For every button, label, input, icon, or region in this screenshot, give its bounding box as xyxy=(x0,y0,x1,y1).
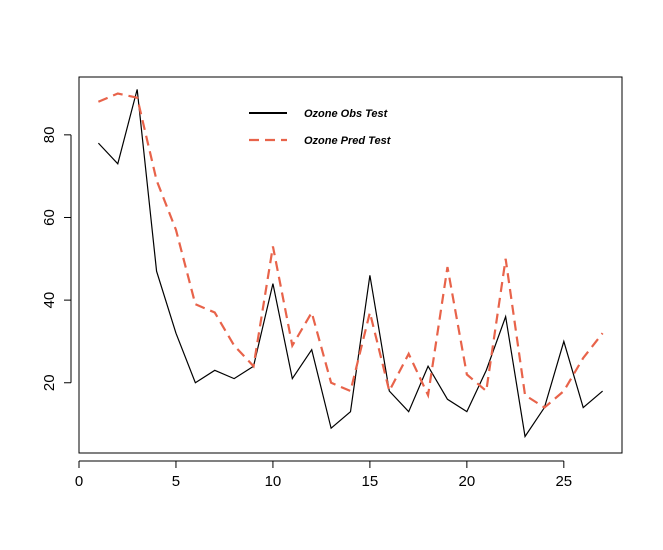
series-layer xyxy=(97,89,604,439)
x-tick-label: 5 xyxy=(172,473,180,490)
x-tick-label: 10 xyxy=(265,473,282,490)
axes: 0 5 10 15 20 25 20 40 60 80 xyxy=(41,127,572,490)
legend-label: Ozone Pred Test xyxy=(304,135,392,147)
legend: Ozone Obs Test Ozone Pred Test xyxy=(249,108,392,147)
series-line-obs xyxy=(97,89,603,439)
y-tick-label: 80 xyxy=(41,127,58,144)
legend-label: Ozone Obs Test xyxy=(304,108,389,120)
x-tick-label: 0 xyxy=(75,473,83,490)
x-tick-label: 25 xyxy=(555,473,572,490)
plot-box xyxy=(78,76,623,454)
y-tick-label: 40 xyxy=(41,292,58,309)
x-tick-label: 20 xyxy=(459,473,476,490)
x-tick-label: 15 xyxy=(362,473,379,490)
y-tick-label: 20 xyxy=(41,374,58,391)
y-tick-label: 60 xyxy=(41,209,58,226)
